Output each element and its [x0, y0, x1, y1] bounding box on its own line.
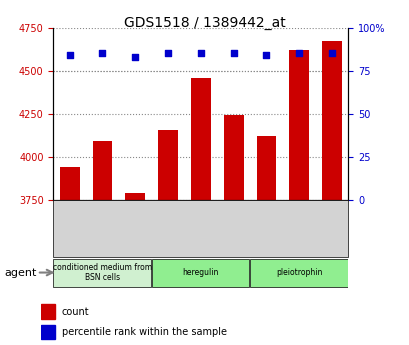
Text: GSM76391: GSM76391	[327, 203, 336, 245]
Text: GSM76388: GSM76388	[229, 203, 238, 244]
Text: GSM76389: GSM76389	[261, 203, 270, 245]
Point	[263, 52, 269, 58]
Point	[164, 51, 171, 56]
Bar	[191, 78, 210, 200]
Text: count: count	[62, 307, 89, 317]
Point	[197, 51, 204, 56]
FancyBboxPatch shape	[151, 259, 249, 286]
Text: GDS1518 / 1389442_at: GDS1518 / 1389442_at	[124, 16, 285, 30]
FancyBboxPatch shape	[249, 259, 347, 286]
Text: GSM76383: GSM76383	[65, 203, 74, 245]
Text: GSM76390: GSM76390	[294, 203, 303, 245]
Point	[295, 51, 302, 56]
Text: GSM76385: GSM76385	[130, 203, 139, 245]
Bar	[321, 41, 341, 200]
Text: GSM76387: GSM76387	[196, 203, 205, 245]
Text: pleiotrophin: pleiotrophin	[275, 268, 322, 277]
Text: percentile rank within the sample: percentile rank within the sample	[62, 327, 226, 337]
Text: GSM76386: GSM76386	[163, 203, 172, 245]
Text: GSM76384: GSM76384	[98, 203, 107, 245]
Bar	[256, 136, 276, 200]
Bar	[41, 304, 55, 319]
Bar	[60, 167, 79, 200]
Text: heregulin: heregulin	[182, 268, 218, 277]
Point	[328, 51, 335, 56]
Bar	[125, 193, 145, 200]
Text: conditioned medium from
BSN cells: conditioned medium from BSN cells	[53, 263, 152, 282]
Bar	[41, 325, 55, 339]
Point	[99, 51, 106, 56]
Text: agent: agent	[4, 268, 36, 277]
Bar	[158, 130, 178, 200]
Bar	[92, 140, 112, 200]
Point	[132, 54, 138, 60]
FancyBboxPatch shape	[53, 259, 151, 286]
Bar	[223, 115, 243, 200]
Point	[66, 52, 73, 58]
Point	[230, 51, 236, 56]
Bar	[289, 50, 308, 200]
